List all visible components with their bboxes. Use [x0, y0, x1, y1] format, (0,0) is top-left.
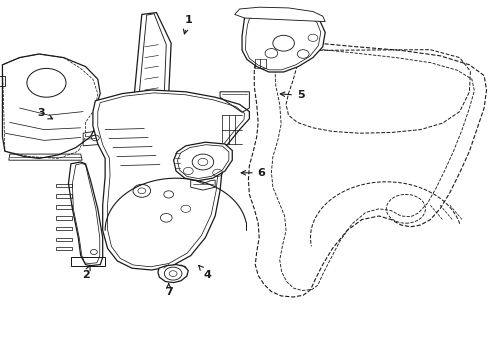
Polygon shape [2, 54, 100, 158]
Polygon shape [158, 265, 188, 283]
Text: 4: 4 [199, 265, 211, 280]
Text: 6: 6 [241, 168, 265, 178]
Text: 2: 2 [81, 265, 90, 280]
Polygon shape [93, 90, 249, 270]
Text: 3: 3 [38, 108, 53, 119]
Text: 7: 7 [164, 284, 172, 297]
Polygon shape [242, 11, 325, 72]
Text: 1: 1 [183, 15, 192, 34]
Polygon shape [234, 7, 325, 22]
Text: 5: 5 [280, 90, 304, 100]
Polygon shape [173, 142, 232, 181]
